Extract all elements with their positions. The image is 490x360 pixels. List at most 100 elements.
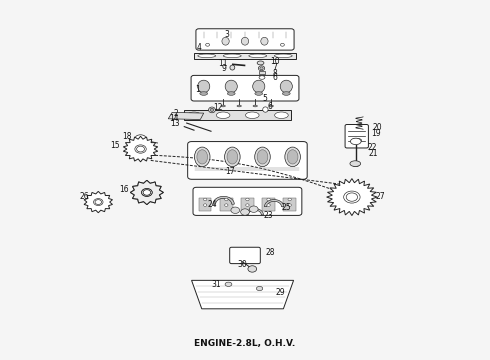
- Ellipse shape: [223, 54, 241, 58]
- Ellipse shape: [350, 161, 361, 166]
- Text: 31: 31: [211, 280, 220, 289]
- Ellipse shape: [249, 206, 258, 212]
- Bar: [283, 198, 296, 211]
- Polygon shape: [265, 199, 284, 207]
- Ellipse shape: [245, 112, 259, 118]
- Text: 4: 4: [196, 43, 201, 52]
- Ellipse shape: [209, 107, 216, 113]
- Ellipse shape: [255, 92, 263, 95]
- Ellipse shape: [217, 112, 230, 118]
- Ellipse shape: [227, 150, 238, 164]
- Ellipse shape: [255, 147, 270, 167]
- Ellipse shape: [274, 54, 292, 58]
- Polygon shape: [123, 136, 158, 162]
- Ellipse shape: [352, 162, 359, 167]
- Text: 18: 18: [122, 132, 132, 141]
- Ellipse shape: [280, 80, 293, 93]
- Text: 3: 3: [224, 30, 229, 39]
- Ellipse shape: [261, 37, 268, 45]
- Bar: [220, 198, 233, 211]
- Ellipse shape: [237, 105, 242, 107]
- Ellipse shape: [206, 43, 210, 46]
- FancyBboxPatch shape: [345, 125, 368, 148]
- Text: 7: 7: [272, 63, 277, 72]
- Text: 26: 26: [80, 192, 90, 201]
- Ellipse shape: [225, 282, 232, 287]
- Bar: [199, 198, 212, 211]
- Ellipse shape: [288, 198, 292, 201]
- Ellipse shape: [200, 92, 208, 95]
- Ellipse shape: [259, 76, 265, 79]
- Ellipse shape: [253, 105, 257, 107]
- Ellipse shape: [267, 198, 270, 201]
- Ellipse shape: [225, 80, 237, 93]
- Text: 21: 21: [369, 149, 378, 158]
- Text: 23: 23: [264, 211, 273, 220]
- Ellipse shape: [210, 108, 214, 112]
- Text: 30: 30: [238, 260, 247, 269]
- Ellipse shape: [274, 112, 288, 118]
- Ellipse shape: [203, 204, 207, 206]
- Ellipse shape: [224, 147, 240, 167]
- Text: 15: 15: [110, 141, 120, 150]
- Text: 17: 17: [225, 167, 235, 176]
- Polygon shape: [327, 179, 377, 216]
- Text: 19: 19: [371, 129, 381, 138]
- Text: 25: 25: [281, 203, 291, 212]
- Ellipse shape: [230, 65, 235, 70]
- Bar: [259, 71, 266, 73]
- Ellipse shape: [269, 105, 273, 107]
- Ellipse shape: [231, 207, 240, 213]
- Polygon shape: [246, 208, 264, 215]
- Ellipse shape: [197, 150, 208, 164]
- Text: 2: 2: [173, 109, 178, 118]
- Bar: [241, 198, 254, 211]
- Text: 14: 14: [169, 114, 178, 123]
- Bar: [262, 198, 275, 211]
- Polygon shape: [213, 196, 234, 204]
- Polygon shape: [84, 192, 113, 213]
- Bar: [184, 110, 291, 120]
- Polygon shape: [168, 112, 204, 120]
- Text: 20: 20: [373, 123, 382, 132]
- Text: 11: 11: [219, 59, 228, 68]
- Ellipse shape: [267, 204, 270, 206]
- Text: 28: 28: [266, 248, 275, 257]
- Ellipse shape: [253, 80, 265, 93]
- FancyBboxPatch shape: [196, 29, 294, 50]
- Polygon shape: [130, 180, 163, 204]
- Bar: [194, 53, 296, 59]
- Ellipse shape: [350, 138, 361, 145]
- Ellipse shape: [248, 266, 257, 272]
- Ellipse shape: [249, 54, 267, 58]
- Ellipse shape: [257, 150, 268, 164]
- Ellipse shape: [227, 92, 235, 95]
- Ellipse shape: [245, 198, 249, 201]
- Ellipse shape: [187, 112, 201, 118]
- Polygon shape: [192, 280, 294, 309]
- Text: ENGINE-2.8L, O.H.V.: ENGINE-2.8L, O.H.V.: [195, 339, 295, 348]
- Ellipse shape: [288, 204, 292, 206]
- Ellipse shape: [256, 287, 263, 291]
- Ellipse shape: [137, 146, 145, 152]
- Ellipse shape: [135, 135, 146, 141]
- Ellipse shape: [282, 92, 290, 95]
- Text: 6: 6: [272, 73, 277, 82]
- Ellipse shape: [260, 67, 263, 70]
- Ellipse shape: [263, 107, 268, 112]
- Text: 24: 24: [207, 201, 217, 210]
- Ellipse shape: [285, 147, 300, 167]
- Text: 12: 12: [214, 103, 223, 112]
- Text: 22: 22: [368, 143, 377, 152]
- Ellipse shape: [287, 150, 298, 164]
- Text: 5: 5: [262, 94, 267, 103]
- Ellipse shape: [258, 66, 265, 71]
- Ellipse shape: [95, 200, 101, 204]
- Ellipse shape: [346, 193, 358, 201]
- Ellipse shape: [257, 61, 264, 65]
- Ellipse shape: [280, 43, 284, 46]
- Ellipse shape: [143, 190, 150, 195]
- Ellipse shape: [224, 204, 228, 206]
- Ellipse shape: [242, 37, 248, 45]
- Ellipse shape: [241, 209, 249, 215]
